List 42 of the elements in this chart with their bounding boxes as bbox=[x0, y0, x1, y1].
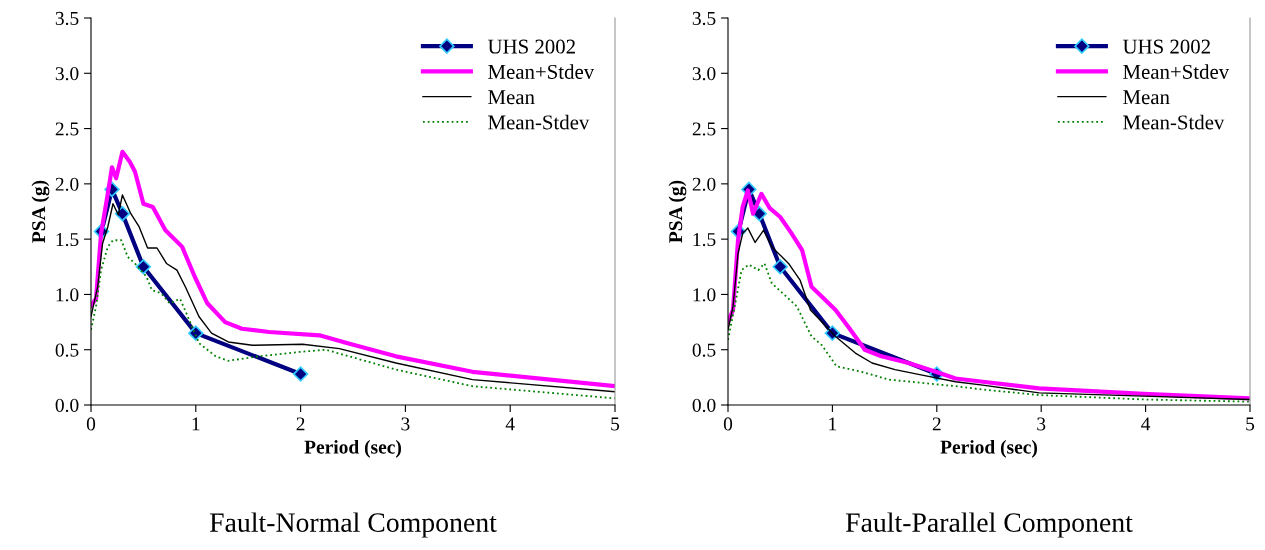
text: Fault-Normal Component bbox=[209, 512, 497, 538]
y-tick-label: 0.5 bbox=[692, 343, 716, 357]
x-tick-label: 4 bbox=[505, 417, 515, 431]
y-tick-label: 2.0 bbox=[55, 177, 79, 191]
x-tick-label: 1 bbox=[192, 417, 200, 431]
x-tick-label: 2 bbox=[932, 417, 941, 431]
y-tick-label: 3.0 bbox=[692, 67, 716, 81]
y-tick-label: 2.5 bbox=[692, 122, 716, 136]
x-axis-title: Period (sec) bbox=[940, 439, 1037, 458]
x-tick-label: 1 bbox=[829, 417, 837, 431]
x-tick-label: 5 bbox=[611, 417, 620, 431]
x-tick-label: 3 bbox=[1037, 417, 1046, 431]
legend-label: Mean+Stdev bbox=[488, 64, 595, 79]
x-tick-label: 2 bbox=[296, 417, 305, 431]
legend-label: Mean bbox=[488, 90, 535, 105]
y-tick-label: 2.5 bbox=[55, 122, 79, 136]
legend-label: Mean-Stdev bbox=[1123, 114, 1225, 130]
x-tick-label: 5 bbox=[1246, 417, 1255, 431]
y-tick-label: 1.0 bbox=[56, 288, 79, 302]
y-tick-label: 3.0 bbox=[55, 67, 79, 81]
y-tick-label: 3.5 bbox=[55, 11, 79, 26]
y-tick-label: 0.0 bbox=[55, 398, 79, 413]
x-tick-label: 0 bbox=[723, 417, 733, 431]
legend-label: Mean bbox=[1123, 90, 1170, 105]
y-tick-label: 3.5 bbox=[692, 11, 716, 26]
x-tick-label: 4 bbox=[1141, 417, 1151, 431]
y-tick-label: 0.0 bbox=[692, 398, 716, 413]
x-tick-label: 3 bbox=[401, 417, 410, 431]
legend-label: UHS 2002 bbox=[487, 39, 575, 54]
y-tick-label: 0.5 bbox=[55, 343, 79, 357]
legend-label: Mean-Stdev bbox=[488, 114, 590, 130]
y-axis-title: PSA (g) bbox=[668, 180, 687, 243]
y-axis-title: PSA (g) bbox=[31, 180, 50, 243]
legend-label: UHS 2002 bbox=[1122, 39, 1210, 54]
legend-label: Mean+Stdev bbox=[1123, 64, 1230, 79]
y-tick-label: 2.0 bbox=[692, 177, 716, 191]
text: Fault-Parallel Component bbox=[845, 512, 1133, 538]
y-tick-label: 1.5 bbox=[56, 233, 79, 247]
x-tick-label: 0 bbox=[86, 417, 96, 431]
x-axis-title: Period (sec) bbox=[304, 439, 401, 458]
y-tick-label: 1.5 bbox=[693, 233, 716, 247]
y-tick-label: 1.0 bbox=[693, 288, 716, 302]
